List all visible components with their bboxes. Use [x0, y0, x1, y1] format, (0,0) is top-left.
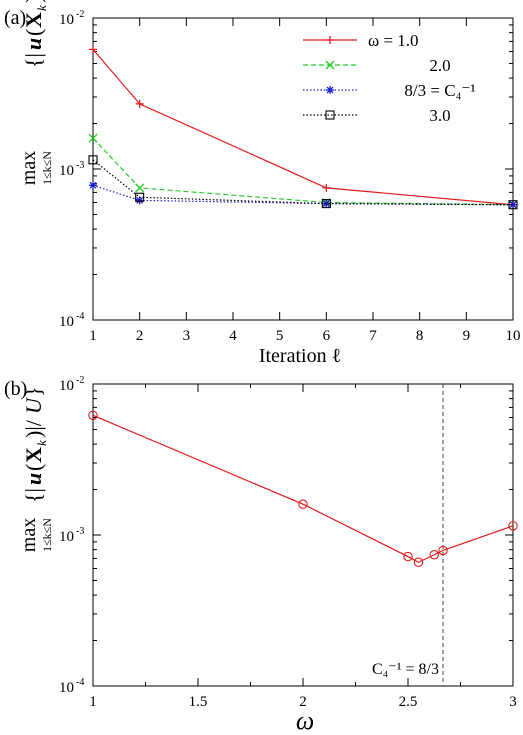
x-tick-label: 2 [299, 694, 307, 710]
legend-a: ω = 1.0 2.0 8/3 = C₄⁻¹ 3.0 [303, 31, 476, 125]
axis-ticks-a: 10 -210 -310 -41 2 3 4 5 6 7 8 9 10 [59, 9, 521, 344]
x-tick-label: 10 [506, 328, 521, 344]
x-tick-label: 7 [369, 328, 377, 344]
data-point-2 [509, 200, 517, 209]
svg-text:{|: {| [21, 53, 46, 68]
svg-text:1≤k≤N: 1≤k≤N [40, 518, 54, 552]
svg-text:(: ( [21, 464, 46, 471]
y-tick-exponent: -2 [76, 9, 84, 20]
svg-text:}: } [21, 386, 46, 397]
x-tick-label: 3 [183, 328, 191, 344]
svg-text:u: u [21, 38, 46, 50]
series-line-3 [92, 159, 514, 206]
svg-text:U: U [21, 396, 46, 414]
data-point-3 [508, 200, 518, 210]
y-axis-label-b: max 1≤k≤N {| u ( X k )|/ U } [18, 386, 54, 552]
reference-line-b: C₄⁻¹ = 8/3 [372, 384, 444, 686]
data-point-0 [89, 45, 97, 54]
x-tick-label: 1 [89, 328, 97, 344]
x-tick-label: 4 [229, 328, 237, 344]
data-point-0 [438, 545, 448, 556]
panel-label-a: (a) [4, 7, 26, 29]
svg-text:{|: {| [21, 488, 46, 503]
data-point-0 [298, 499, 308, 509]
svg-text:X: X [21, 447, 46, 463]
y-tick-label: 10 [59, 680, 74, 696]
x-tick-label: 1.5 [189, 694, 208, 710]
data-point-0 [135, 99, 144, 108]
data-point-2 [135, 196, 144, 205]
data-point-1 [88, 133, 98, 143]
svg-text:X: X [21, 12, 46, 28]
y-tick-label: 10 [59, 378, 74, 394]
y-tick-exponent: -4 [76, 311, 84, 322]
svg-text:k: k [34, 5, 49, 11]
y-tick-exponent: -4 [76, 677, 84, 688]
legend-marker-3 [325, 110, 335, 120]
legend-marker-2 [326, 86, 334, 94]
series-line-1 [92, 137, 514, 206]
y-tick-label: 10 [59, 529, 74, 545]
legend-label-1: 2.0 [429, 56, 450, 75]
y-tick-label: 10 [59, 163, 74, 179]
data-point-3 [321, 199, 331, 209]
data-point-0 [88, 410, 98, 421]
x-tick-label: 2 [136, 328, 144, 344]
x-tick-label: 6 [323, 328, 331, 344]
panel-b: (b) 10 -210 -310 -41 1.5 2 2.5 3 C₄⁻¹ = 8/3 ω m… [4, 375, 518, 735]
legend-label-3: 3.0 [429, 106, 450, 125]
plot-area-b [92, 383, 514, 687]
legend-label-0: ω = 1.0 [368, 31, 419, 50]
x-tick-label: 1 [89, 694, 97, 710]
legend-marker-0 [326, 36, 334, 44]
data-point-2 [89, 181, 97, 190]
y-tick-exponent: -3 [76, 526, 84, 537]
data-point-0 [413, 557, 424, 567]
y-tick-label: 10 [59, 314, 74, 330]
svg-text:max: max [18, 518, 40, 552]
panel-a: (a) 10 -210 -310 -41 2 3 4 5 6 7 8 9 10 ω = 1.02.08/… [4, 0, 521, 367]
data-point-0 [403, 551, 413, 562]
svg-text:u: u [21, 473, 46, 485]
data-point-2 [322, 199, 331, 208]
y-axis-label-a: max 1≤k≤N {| u ( X k )|/ U } [18, 0, 54, 185]
data-point-0 [508, 521, 518, 531]
svg-text:)|/: )|/ [21, 0, 46, 3]
data-point-3 [135, 192, 145, 202]
x-tick-label: 8 [416, 328, 424, 344]
svg-text:(: ( [21, 29, 46, 36]
y-tick-exponent: -3 [76, 160, 84, 171]
y-tick-label: 10 [59, 12, 74, 28]
x-axis-label-b: ω [296, 706, 314, 735]
series-line-0 [92, 414, 514, 563]
reference-line-label: C₄⁻¹ = 8/3 [372, 661, 439, 678]
series-line-2 [92, 184, 514, 206]
data-point-0 [322, 183, 331, 192]
legend-marker-1 [325, 60, 335, 70]
x-tick-label: 9 [463, 328, 471, 344]
x-axis-label-a: Iteration ℓ [259, 345, 341, 367]
svg-text:1≤k≤N: 1≤k≤N [40, 151, 54, 185]
x-tick-label: 5 [276, 328, 284, 344]
panel-label-b: (b) [4, 378, 27, 400]
svg-text:k: k [34, 440, 49, 446]
series-line-0 [92, 48, 514, 206]
x-tick-label: 2.5 [399, 694, 418, 710]
y-tick-exponent: -2 [76, 375, 84, 386]
svg-text:max: max [18, 151, 40, 185]
series-group-b [88, 410, 518, 567]
data-point-1 [135, 183, 145, 193]
series-group-a [88, 45, 518, 210]
svg-text:)|/: )|/ [21, 419, 46, 438]
axis-ticks-b: 10 -210 -310 -41 1.5 2 2.5 3 [59, 375, 517, 710]
data-point-0 [429, 549, 439, 560]
legend-label-2: 8/3 = C₄⁻¹ [404, 81, 475, 100]
data-point-3 [88, 155, 98, 165]
x-tick-label: 3 [509, 694, 517, 710]
